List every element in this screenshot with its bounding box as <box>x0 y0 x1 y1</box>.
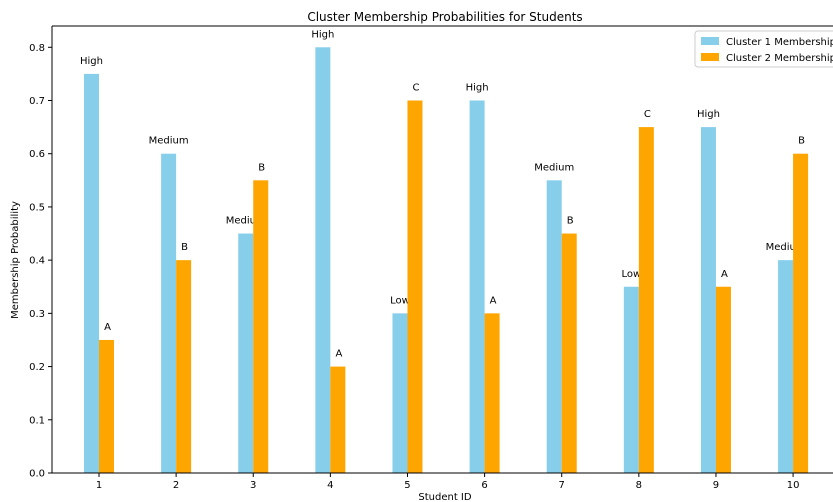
y-tick-label-0.7: 0.7 <box>29 96 45 107</box>
bar-label-series1-9: High <box>697 109 720 120</box>
bar-series2-8 <box>638 127 654 473</box>
x-tick-label-5: 5 <box>404 480 410 491</box>
x-tick-label-8: 8 <box>636 480 642 491</box>
x-tick-label-4: 4 <box>327 480 333 491</box>
bar-series2-1 <box>99 339 114 473</box>
bar-label-series2-2: B <box>181 242 188 253</box>
bar-label-series2-5: C <box>412 83 419 94</box>
y-tick-label-0.0: 0.0 <box>29 469 45 480</box>
legend-label-series2: Cluster 2 Membership <box>726 53 833 64</box>
y-tick-label-0.1: 0.1 <box>29 415 45 426</box>
y-tick-label-0.4: 0.4 <box>29 256 45 267</box>
x-tick-label-3: 3 <box>250 480 256 491</box>
legend: Cluster 1 Membership Cluster 2 Membership <box>694 30 833 68</box>
bar-label-series2-8: C <box>644 109 651 120</box>
bar-series1-8 <box>623 286 639 473</box>
bar-series1-7 <box>546 180 562 474</box>
bar-label-series2-10: B <box>798 136 805 147</box>
y-tick-label-0.5: 0.5 <box>29 202 45 213</box>
bar-label-series2-3: B <box>258 162 265 173</box>
bar-series2-3 <box>253 180 269 474</box>
legend-swatch-series2 <box>701 53 719 61</box>
bar-label-series1-10: Medium <box>766 242 806 253</box>
x-tick-label-10: 10 <box>787 480 800 491</box>
bar-label-series1-8: Low <box>621 269 641 280</box>
y-tick-label-0.3: 0.3 <box>29 309 45 320</box>
bar-label-series1-6: High <box>466 83 489 94</box>
x-tick-label-7: 7 <box>559 480 565 491</box>
y-tick-label-0.2: 0.2 <box>29 362 45 373</box>
bar-series1-6 <box>469 100 485 473</box>
bar-label-series2-4: A <box>335 349 342 360</box>
bar-series1-4 <box>315 47 331 474</box>
x-tick-label-6: 6 <box>481 480 487 491</box>
bar-label-series1-3: Medium <box>226 216 266 227</box>
x-axis-label: Student ID <box>418 492 471 502</box>
y-axis-label: Membership Probability <box>10 201 21 319</box>
legend-label-series1: Cluster 1 Membership <box>726 37 833 48</box>
y-tick-label-0.6: 0.6 <box>29 149 45 160</box>
chart-title: Cluster Membership Probabilities for Stu… <box>307 10 582 24</box>
bar-series1-10 <box>778 260 794 473</box>
bar-series2-7 <box>561 233 577 473</box>
x-tick-label-2: 2 <box>173 480 179 491</box>
bar-series2-2 <box>176 260 192 473</box>
bar-series1-9 <box>700 127 716 473</box>
legend-box <box>694 30 833 68</box>
bar-series2-10 <box>793 153 809 473</box>
bar-label-series2-7: B <box>567 216 574 227</box>
bar-label-series1-5: Low <box>390 295 410 306</box>
bar-series1-3 <box>238 233 254 473</box>
bar-series1-2 <box>161 153 177 473</box>
plot-area: High Medium Medium High Low High Medium Low High… <box>29 25 833 491</box>
bar-label-series1-2: Medium <box>149 136 189 147</box>
bar-label-series2-9: A <box>721 269 728 280</box>
x-tick-label-9: 9 <box>713 480 719 491</box>
legend-swatch-series1 <box>701 37 719 45</box>
bar-series1-1 <box>84 73 99 474</box>
x-tick-label-1: 1 <box>96 480 102 491</box>
bar-series2-6 <box>484 313 500 473</box>
bar-label-series1-7: Medium <box>534 162 574 173</box>
bar-label-series1-1: High <box>80 56 103 67</box>
bar-label-series2-6: A <box>490 295 497 306</box>
y-tick-label-0.8: 0.8 <box>29 43 45 54</box>
bar-label-series1-4: High <box>311 29 334 40</box>
bar-label-series2-1: A <box>104 322 111 333</box>
bar-series2-5 <box>407 100 423 473</box>
bar-series2-9 <box>715 286 731 473</box>
bar-series2-4 <box>330 366 346 473</box>
bar-series1-5 <box>392 313 408 473</box>
